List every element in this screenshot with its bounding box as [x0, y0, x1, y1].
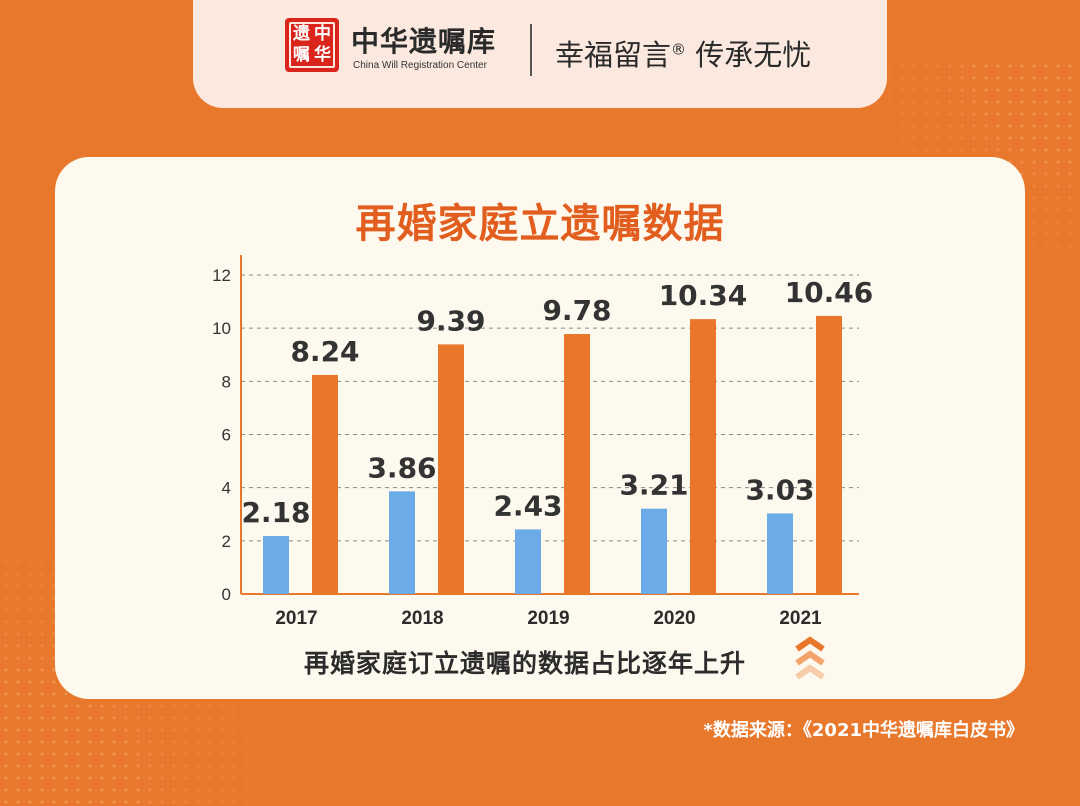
- data-label: 10.46: [785, 276, 874, 309]
- data-label: 3.86: [367, 451, 436, 484]
- y-tick-label: 4: [222, 479, 231, 498]
- data-label: 3.03: [745, 473, 814, 506]
- seal-char: 中: [314, 24, 331, 44]
- x-tick-label: 2021: [779, 608, 822, 629]
- x-tick-label: 2018: [401, 608, 443, 629]
- bar-series-1: [515, 529, 541, 594]
- data-label: 9.78: [542, 294, 611, 327]
- bar-series-2: [816, 315, 842, 594]
- y-tick-label: 10: [212, 319, 231, 338]
- y-tick-label: 2: [222, 532, 231, 551]
- data-label: 10.34: [659, 279, 748, 312]
- data-label: 9.39: [416, 304, 485, 337]
- x-tick-label: 2019: [527, 608, 569, 629]
- slogan-part1: 幸福留言: [555, 38, 672, 72]
- bar-chart: 0 2 4 6 8 10 12 2.18 3.86 2.43 3.21 3.03 8.24 9.39 9.7…: [212, 255, 874, 629]
- slogan: 幸福留言® 传承无忧: [555, 32, 811, 74]
- bar-series-1: [767, 513, 793, 594]
- y-tick-label: 12: [212, 266, 231, 285]
- header-divider: [530, 24, 532, 76]
- bar-series-1: [641, 508, 667, 594]
- chart-caption: 再婚家庭订立遗嘱的数据占比逐年上升: [303, 649, 746, 678]
- seal-char: 嘱: [293, 45, 310, 65]
- registered-mark: ®: [671, 40, 687, 59]
- y-tick-label: 0: [222, 585, 231, 604]
- slogan-part2: 传承无忧: [686, 38, 812, 72]
- header-banner: 遗 中 嘱 华 中华遗嘱库 China Will Registration Ce…: [193, 0, 887, 108]
- brand-name: 中华遗嘱库: [351, 25, 497, 58]
- chart-card: 再婚家庭立遗嘱数据 0 2 4 6 8 10 12 2.18 3.86 2.43 3.21 3.03 8…: [55, 157, 1025, 699]
- double-chevron-up-icon: [795, 636, 825, 680]
- bar-series-2: [438, 344, 464, 594]
- data-label: 2.18: [241, 496, 310, 529]
- data-source-note: *数据来源：《2021中华遗嘱库白皮书》: [703, 720, 1024, 741]
- bar-series-2: [690, 319, 716, 594]
- data-label: 8.24: [290, 335, 359, 368]
- x-tick-label: 2017: [275, 608, 317, 629]
- bar-series-2: [312, 374, 338, 594]
- bar-series-2: [564, 334, 590, 594]
- x-tick-label: 2020: [653, 608, 695, 629]
- bar-series-1: [389, 491, 415, 594]
- seal-char: 华: [314, 45, 331, 65]
- chart-title: 再婚家庭立遗嘱数据: [355, 201, 725, 247]
- bar-series-1: [263, 536, 289, 594]
- seal-char: 遗: [293, 24, 310, 44]
- data-label: 2.43: [493, 489, 562, 522]
- y-tick-label: 6: [222, 426, 231, 445]
- seal-logo: 遗 中 嘱 华: [285, 18, 339, 72]
- data-label: 3.21: [619, 469, 688, 502]
- brand-english-name: China Will Registration Center: [353, 60, 487, 71]
- y-tick-label: 8: [222, 372, 231, 391]
